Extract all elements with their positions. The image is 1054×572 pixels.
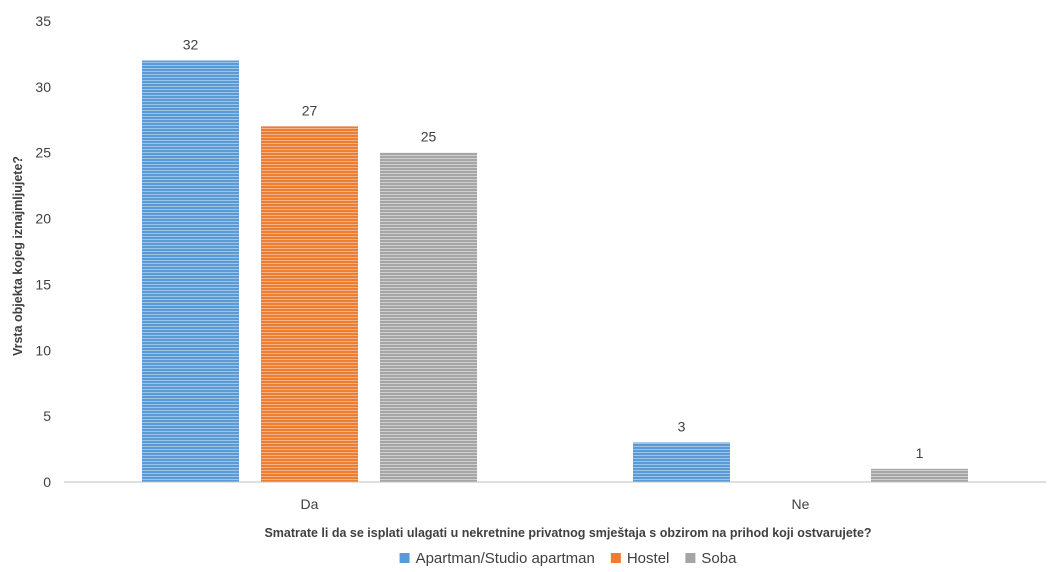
legend-label: Apartman/Studio apartman xyxy=(416,550,595,567)
legend-swatch xyxy=(610,553,621,563)
data-label: 3 xyxy=(678,418,686,434)
bar-soba-ne xyxy=(871,468,968,482)
y-tick-label: 25 xyxy=(35,145,51,161)
legend-swatch xyxy=(685,553,696,563)
data-label: 25 xyxy=(421,129,437,145)
bar-soba-da xyxy=(380,152,477,482)
legend-label: Soba xyxy=(701,550,737,567)
x-category-label: Ne xyxy=(792,496,810,512)
data-label: 1 xyxy=(916,445,924,461)
y-tick-label: 0 xyxy=(43,474,51,490)
bar-hostel-da xyxy=(261,126,358,482)
x-axis-title: Smatrate li da se isplati ulagati u nekr… xyxy=(264,526,871,540)
data-label: 32 xyxy=(183,37,199,53)
y-tick-label: 20 xyxy=(35,211,51,227)
y-tick-label: 35 xyxy=(35,13,51,29)
x-category-label: Da xyxy=(301,496,319,512)
legend-swatch xyxy=(399,553,410,563)
x-axis-category-labels: Da Ne xyxy=(301,496,810,512)
y-axis-ticks: 0 5 10 15 20 25 30 35 xyxy=(35,13,51,490)
data-labels: 32 27 25 3 1 xyxy=(183,37,924,461)
y-tick-label: 30 xyxy=(35,79,51,95)
y-tick-label: 15 xyxy=(35,276,51,292)
legend-item: Apartman/Studio apartman xyxy=(399,550,595,567)
bars xyxy=(142,60,968,483)
legend-label: Hostel xyxy=(627,550,670,567)
legend-item: Soba xyxy=(685,550,737,567)
legend: Apartman/Studio apartman Hostel Soba xyxy=(399,550,737,567)
data-label: 27 xyxy=(302,102,318,118)
bar-apartman-studio-apartman-da xyxy=(142,60,239,483)
bar-apartman-studio-apartman-ne xyxy=(633,442,730,482)
y-axis-title: Vrsta objekta kojeg iznajmljujete? xyxy=(11,156,25,356)
legend-item: Hostel xyxy=(610,550,670,567)
y-tick-label: 5 xyxy=(43,408,51,424)
y-tick-label: 10 xyxy=(35,342,51,358)
